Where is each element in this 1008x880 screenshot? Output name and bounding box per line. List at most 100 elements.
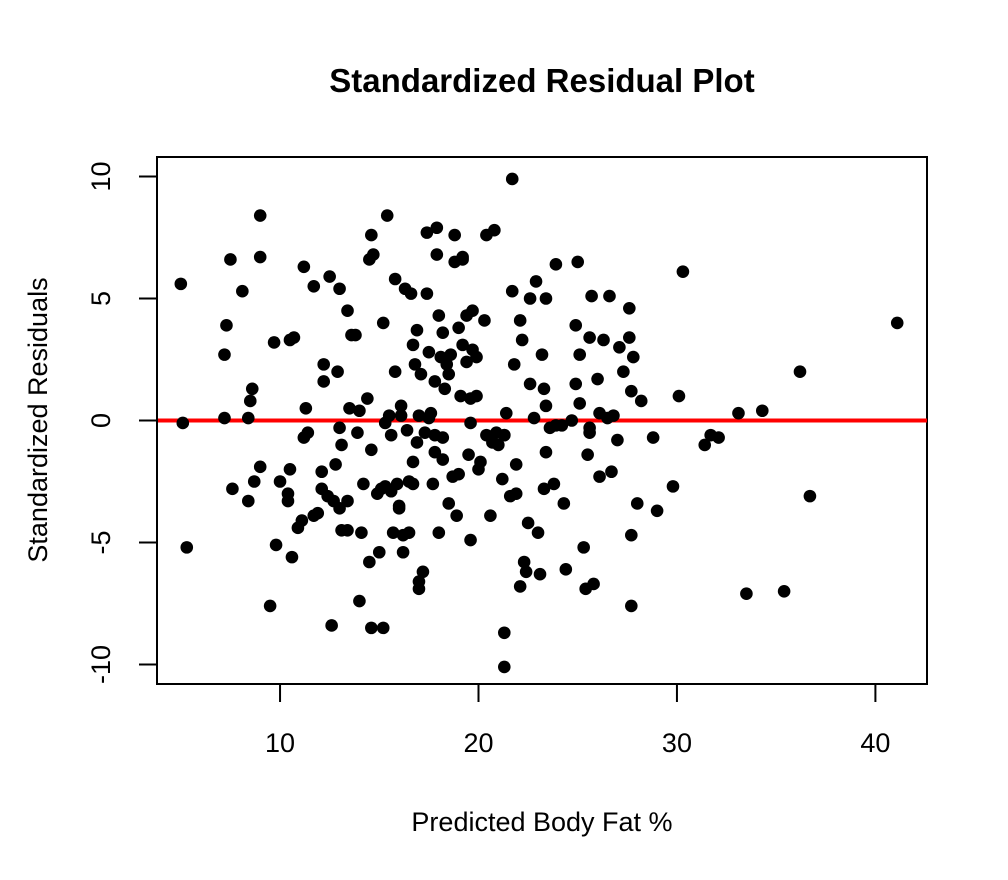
data-point: [517, 555, 531, 569]
data-point: [247, 475, 261, 488]
data-point: [343, 402, 356, 415]
data-point: [470, 389, 483, 403]
chart-title: Standardized Residual Plot: [329, 62, 754, 99]
data-point: [777, 584, 791, 598]
data-point: [301, 426, 315, 439]
data-point: [591, 372, 604, 386]
data-point: [456, 338, 469, 352]
data-point: [218, 348, 231, 361]
data-point: [625, 528, 638, 542]
data-point: [623, 331, 636, 344]
data-point: [650, 504, 664, 518]
data-point: [583, 331, 596, 344]
data-point: [478, 314, 491, 327]
data-point: [410, 323, 424, 337]
data-point: [484, 509, 497, 522]
data-point: [317, 375, 331, 388]
data-point: [388, 365, 402, 379]
data-point: [363, 555, 376, 569]
data-point: [412, 582, 426, 596]
data-point: [499, 406, 513, 420]
data-point: [521, 516, 535, 530]
data-point: [416, 565, 430, 579]
data-point: [420, 287, 434, 300]
data-point: [357, 477, 370, 491]
data-point: [625, 599, 638, 613]
data-point: [529, 275, 543, 288]
data-point: [533, 567, 547, 581]
data-point: [426, 477, 440, 491]
data-point: [402, 526, 416, 540]
data-point: [424, 406, 438, 420]
data-point: [605, 465, 618, 479]
data-point: [341, 523, 354, 537]
data-point: [603, 289, 616, 303]
data-point: [396, 545, 410, 559]
data-point: [646, 431, 660, 444]
y-tick-label: 5: [86, 291, 116, 306]
data-point: [436, 326, 450, 339]
data-point: [353, 594, 366, 608]
data-point: [376, 316, 390, 330]
data-point: [353, 404, 366, 418]
data-point: [376, 621, 390, 635]
data-point: [406, 477, 420, 491]
data-point: [267, 336, 281, 349]
data-point: [515, 333, 529, 347]
data-point: [418, 426, 432, 439]
data-point: [573, 397, 587, 410]
data-point: [547, 477, 561, 491]
data-point: [569, 377, 583, 391]
data-point: [450, 509, 463, 522]
data-point: [456, 253, 469, 266]
data-point: [355, 526, 368, 540]
data-point: [597, 333, 610, 347]
data-point: [333, 502, 346, 515]
data-point: [311, 506, 325, 520]
data-point: [297, 260, 311, 274]
data-point: [464, 416, 477, 430]
data-point: [537, 382, 551, 396]
data-point: [428, 445, 442, 459]
data-point: [382, 409, 396, 422]
data-point: [384, 428, 398, 442]
data-point: [432, 526, 446, 540]
data-point: [505, 172, 519, 186]
data-point: [474, 455, 487, 469]
data-point: [341, 494, 354, 508]
y-tick-label: -10: [86, 645, 116, 684]
data-point: [253, 209, 267, 222]
data-point: [740, 587, 753, 601]
data-point: [470, 350, 483, 364]
data-point: [581, 448, 594, 461]
data-point: [412, 409, 426, 422]
data-point: [253, 460, 267, 474]
data-point: [634, 394, 648, 408]
data-point: [283, 462, 297, 476]
data-point: [333, 421, 346, 435]
data-point: [535, 348, 549, 361]
data-point: [585, 289, 598, 303]
data-point: [462, 448, 475, 461]
data-point: [236, 284, 249, 298]
data-point: [295, 514, 309, 527]
data-point: [287, 331, 301, 344]
data-point: [367, 248, 380, 261]
data-point: [380, 209, 394, 222]
x-tick-label: 10: [265, 728, 295, 758]
data-point: [329, 458, 342, 471]
data-point: [803, 489, 817, 503]
data-point: [623, 301, 636, 315]
data-point: [307, 280, 321, 293]
data-point: [351, 426, 364, 439]
data-point: [549, 258, 563, 271]
data-point: [365, 228, 378, 242]
data-point: [513, 314, 527, 327]
data-point: [241, 494, 255, 508]
data-point: [372, 545, 386, 559]
data-point: [299, 402, 313, 415]
data-point: [539, 445, 553, 459]
data-point: [224, 253, 237, 266]
data-point: [527, 411, 541, 425]
data-point: [466, 304, 479, 318]
